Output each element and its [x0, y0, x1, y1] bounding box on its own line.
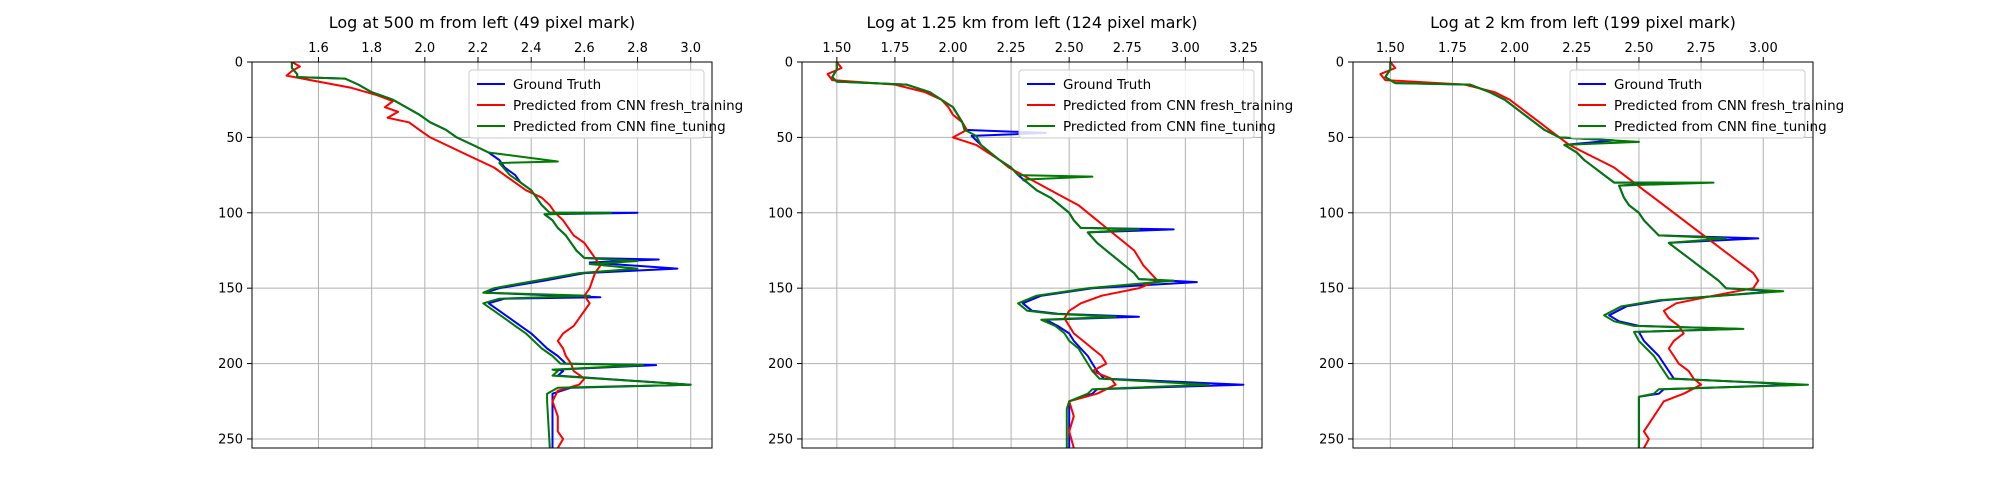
x-tick-label: 1.75	[1438, 41, 1467, 56]
series-line-2	[285, 62, 602, 448]
legend: Ground Truth Predicted from CNN fresh_tra…	[468, 69, 743, 139]
y-tick-label: 100	[768, 206, 793, 221]
axes-frame	[251, 61, 713, 449]
series-line-2	[826, 62, 1159, 448]
x-tick-label: 2.4	[521, 41, 542, 56]
legend-box	[1569, 69, 1806, 139]
x-tick-label: 2.75	[1113, 41, 1142, 56]
series-line-2	[1379, 62, 1760, 448]
y-tick-label: 0	[785, 56, 793, 71]
y-tick-label: 0	[1336, 56, 1344, 71]
legend-box	[468, 69, 705, 139]
x-tick-label: 3.00	[1749, 41, 1778, 56]
y-tick-label: 200	[218, 357, 243, 372]
x-tick-label: 2.25	[1562, 41, 1591, 56]
chart-panel-3: 1.50 1.75 2.00 2.25 2.50 2.75 3.00 0 50 100 150 200…	[1319, 13, 1844, 449]
y-tick-label: 150	[218, 282, 243, 297]
x-tick-label: 2.6	[574, 41, 595, 56]
y-tick-label: 150	[768, 282, 793, 297]
panels: 1.6 1.8 2.0 2.2 2.4 2.6 2.8 3.0050100150200250L…	[218, 13, 1844, 449]
series-group	[285, 62, 692, 448]
y-tick-label: 50	[226, 131, 243, 146]
legend-label-3: Predicted from CNN fine_tuning	[1614, 119, 1827, 135]
series-line-3	[290, 62, 692, 448]
y-tick-label: 100	[218, 206, 243, 221]
legend: Ground Truth Predicted from CNN fresh_tra…	[1018, 69, 1293, 139]
series-group	[826, 62, 1245, 448]
x-tick-label: 2.00	[939, 41, 968, 56]
legend-label-2: Predicted from CNN fresh_training	[513, 98, 743, 114]
series-line-3	[831, 62, 1210, 448]
x-tick-label: 2.0	[414, 41, 435, 56]
legend-label-2: Predicted from CNN fresh_training	[1063, 98, 1293, 114]
axes-frame	[801, 61, 1263, 449]
y-tick-label: 50	[776, 131, 793, 146]
x-tick-label: 3.25	[1229, 41, 1258, 56]
series-line-3	[1384, 62, 1809, 448]
legend-label-1: Ground Truth	[1614, 77, 1702, 93]
x-tick-label: 1.75	[880, 41, 909, 56]
x-tick-label: 3.00	[1171, 41, 1200, 56]
x-tick-label: 2.8	[627, 41, 648, 56]
chart-panel-2: 1.50 1.75 2.00 2.25 2.50 2.75 3.00 3.25 0 50 100 15…	[768, 13, 1293, 449]
x-tick-label: 1.50	[1376, 41, 1405, 56]
legend-label-2: Predicted from CNN fresh_training	[1614, 98, 1844, 114]
legend-label-1: Ground Truth	[1063, 77, 1151, 93]
y-tick-label: 150	[1319, 282, 1344, 297]
legend-label-3: Predicted from CNN fine_tuning	[513, 119, 726, 135]
chart-title: Log at 1.25 km from left (124 pixel mark…	[866, 13, 1197, 32]
x-tick-label: 2.75	[1687, 41, 1716, 56]
y-tick-label: 200	[1319, 357, 1344, 372]
y-tick-label: 250	[768, 432, 793, 447]
chart-title: Log at 2 km from left (199 pixel mark)	[1430, 13, 1736, 32]
x-tick-label: 1.50	[822, 41, 851, 56]
y-tick-label: 250	[218, 432, 243, 447]
series-group	[1379, 62, 1809, 448]
legend-label-1: Ground Truth	[513, 77, 601, 93]
x-tick-label: 2.50	[1055, 41, 1084, 56]
x-tick-label: 2.25	[997, 41, 1026, 56]
legend: Ground Truth Predicted from CNN fresh_tra…	[1569, 69, 1844, 139]
x-tick-label: 1.8	[361, 41, 382, 56]
x-tick-label: 2.50	[1624, 41, 1653, 56]
x-tick-label: 2.00	[1500, 41, 1529, 56]
x-tick-label: 2.2	[468, 41, 489, 56]
legend-label-3: Predicted from CNN fine_tuning	[1063, 119, 1276, 135]
legend-box	[1018, 69, 1255, 139]
y-tick-label: 250	[1319, 432, 1344, 447]
y-tick-label: 200	[768, 357, 793, 372]
x-tick-label: 1.6	[308, 41, 329, 56]
chart-panel-1: 1.6 1.8 2.0 2.2 2.4 2.6 2.8 3.0 0 50 100 150 200 250 L…	[218, 13, 743, 449]
x-tick-label: 3.0	[680, 41, 701, 56]
y-tick-label: 50	[1327, 131, 1344, 146]
axes-frame	[1352, 61, 1814, 449]
y-tick-label: 0	[235, 56, 243, 71]
y-tick-label: 100	[1319, 206, 1344, 221]
chart-title: Log at 500 m from left (49 pixel mark)	[329, 13, 636, 32]
